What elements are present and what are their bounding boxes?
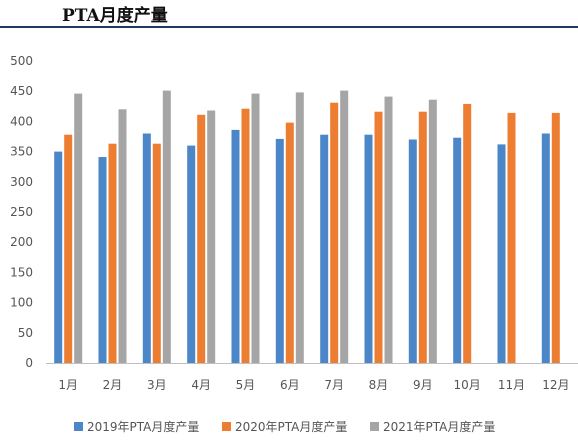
x-tick-label: 8月 — [369, 378, 389, 392]
legend-swatch — [74, 422, 83, 431]
legend-swatch — [222, 422, 231, 431]
bar — [463, 103, 472, 364]
bar — [551, 112, 560, 364]
legend-swatch — [370, 422, 379, 431]
bar — [197, 114, 206, 363]
x-tick-label: 11月 — [498, 378, 525, 392]
x-tick-label: 5月 — [236, 378, 256, 392]
bar — [428, 99, 437, 363]
x-tick-label: 10月 — [454, 378, 481, 392]
x-axis: 1月 2月 3月 4月 5月 6月 7月 8月 9月 10月 11月 12月 — [46, 363, 578, 392]
x-tick-label: 6月 — [280, 378, 300, 392]
bar — [408, 139, 417, 363]
bar — [320, 134, 329, 363]
bar — [241, 108, 250, 363]
bar — [275, 138, 284, 363]
bar — [98, 157, 107, 363]
x-tick-label: 7月 — [324, 378, 344, 392]
bar — [207, 110, 216, 363]
bar — [497, 144, 506, 363]
y-tick-label: 50 — [18, 326, 33, 340]
y-tick-label: 300 — [10, 175, 33, 189]
bar — [374, 111, 383, 363]
legend: 2019年PTA月度产量 2020年PTA月度产量 2021年PTA月度产量 — [74, 419, 495, 434]
x-tick-label: 9月 — [413, 378, 433, 392]
bar — [108, 143, 117, 363]
y-tick-label: 450 — [10, 84, 33, 98]
x-tick-label: 1月 — [58, 378, 78, 392]
bar — [340, 90, 349, 363]
bar — [541, 133, 550, 363]
bar — [364, 134, 373, 363]
bar — [162, 90, 171, 363]
chart-title: PTA月度产量 — [62, 6, 168, 26]
bar — [295, 92, 304, 364]
x-tick-label: 4月 — [191, 378, 211, 392]
y-tick-label: 500 — [10, 54, 33, 68]
y-tick-label: 150 — [10, 265, 33, 279]
y-tick-label: 200 — [10, 235, 33, 249]
y-tick-label: 400 — [10, 114, 33, 128]
y-tick-label: 0 — [25, 356, 33, 370]
chart-header: PTA月度产量 — [0, 0, 578, 30]
legend-label: 2021年PTA月度产量 — [383, 419, 495, 434]
legend-label: 2019年PTA月度产量 — [87, 419, 199, 434]
bar — [152, 143, 161, 363]
bar — [118, 109, 127, 363]
bar — [285, 122, 294, 363]
bar — [384, 96, 393, 363]
bar — [251, 93, 260, 363]
bar — [507, 112, 516, 364]
bar — [231, 129, 240, 363]
bar — [453, 137, 462, 363]
y-tick-label: 350 — [10, 145, 33, 159]
bar — [418, 111, 427, 363]
bar — [74, 93, 83, 363]
y-tick-label: 250 — [10, 205, 33, 219]
bar — [187, 145, 196, 363]
legend-label: 2020年PTA月度产量 — [235, 419, 347, 434]
bars — [54, 90, 560, 364]
y-tick-label: 100 — [10, 296, 33, 310]
bar — [330, 102, 339, 363]
x-tick-label: 12月 — [542, 378, 569, 392]
x-tick-label: 2月 — [103, 378, 123, 392]
bar — [54, 151, 63, 363]
bar — [142, 133, 151, 363]
bar — [64, 134, 73, 363]
y-axis: 0 50 100 150 200 250 300 350 400 450 500 — [10, 54, 33, 370]
title-rule — [0, 26, 578, 28]
x-tick-label: 3月 — [147, 378, 167, 392]
